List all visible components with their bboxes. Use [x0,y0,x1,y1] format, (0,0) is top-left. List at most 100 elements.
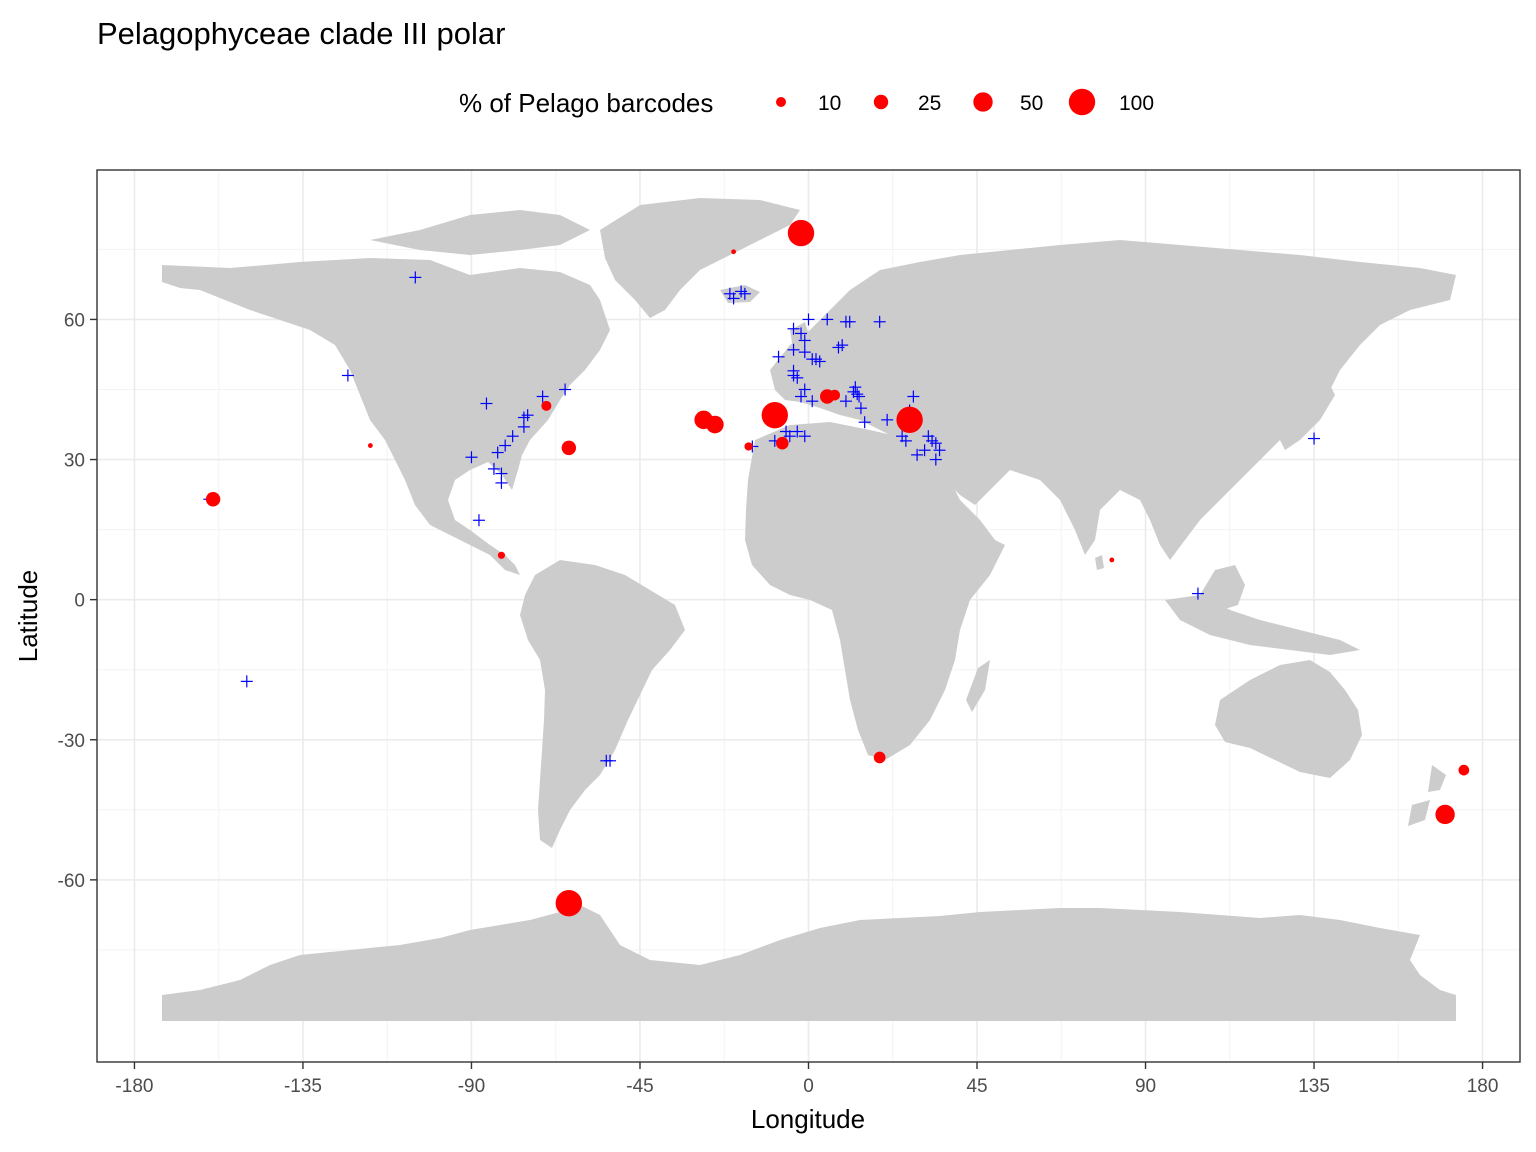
absence-point [933,444,946,457]
absence-point [783,430,796,443]
absence-point [738,287,751,300]
presence-point [497,551,506,559]
absence-point [795,327,808,340]
presence-point [1458,764,1470,776]
land-eurasia [770,240,1456,560]
land-arctic-islands [370,210,590,255]
presence-point [896,406,923,434]
land-antarctica [162,905,1456,1021]
x-tick-label: -135 [284,1076,322,1097]
x-tick-label: -90 [458,1076,485,1097]
land-sri-lanka [1095,555,1104,570]
presence-point [1109,557,1115,563]
absence-point [798,383,811,396]
absence-point [929,453,942,466]
absence-point [821,313,834,326]
presence-point [555,890,583,917]
land-greenland [600,198,800,318]
legend-keys: 10 25 50 100 [776,88,1154,116]
absence-point [465,451,478,464]
x-tick-label: 45 [966,1076,987,1097]
absence-point [495,476,508,489]
y-tick-label: -60 [58,871,85,892]
x-tick-label: -45 [626,1076,653,1097]
presence-point [787,219,815,247]
absence-point [802,313,815,326]
land-borneo [1200,565,1245,612]
absence-point [727,292,740,305]
land-australia [1215,660,1362,778]
y-tick-label: 60 [64,310,85,331]
presence-point [744,442,753,451]
absence-point [798,334,811,347]
absence-point [409,271,422,284]
absence-point [506,430,519,443]
legend-key-label: 10 [818,92,841,115]
presence-point [829,389,841,401]
absence-point [559,383,572,396]
absence-point [849,381,862,394]
absence-point [1308,432,1321,445]
presence-point [367,443,373,448]
absence-point [795,390,808,403]
y-tick-label: 0 [74,591,85,612]
absence-point [772,350,785,363]
land-madagascar [966,660,990,712]
legend-key-label: 50 [1020,92,1043,115]
axes: -180 -135 -90 -45 0 45 90 135 180 -60 -30 0 30 60 [58,310,1499,1097]
y-tick-label: -30 [58,731,85,752]
presence-point [561,440,577,456]
legend-key-label: 100 [1119,92,1154,115]
absence-point [853,390,866,403]
world-landmasses [162,198,1456,1021]
absence-point [843,315,856,328]
absence-point [798,430,811,443]
absence-point [881,413,894,426]
absence-point [791,425,804,438]
y-axis-title: Latitude [13,570,43,663]
absence-point [836,339,849,352]
legend-key-circle [1068,88,1096,116]
x-tick-label: -180 [115,1076,153,1097]
absence-point [854,402,867,415]
absence-point [858,416,871,429]
absence-point [798,346,811,359]
absence-point [521,409,534,422]
absence-point [487,462,500,475]
absence-point [480,397,493,410]
absence-point [491,446,504,459]
presence-point [205,492,221,507]
presence-point [1435,804,1455,825]
x-tick-label: 90 [1135,1076,1156,1097]
land-north-america [162,258,610,575]
absence-point [791,371,804,384]
plot-panel [96,169,1521,1063]
absence-point [806,395,819,408]
presence-markers [205,219,1470,917]
absence-point [813,355,826,368]
absence-point [604,754,617,767]
legend-key-circle [776,97,786,107]
absence-point [873,315,886,328]
absence-point [536,390,549,403]
absence-markers [203,271,1321,767]
x-tick-label: 180 [1467,1076,1499,1097]
absence-point [240,675,253,688]
chart-title: Pelagophyceae clade III polar [97,16,505,51]
land-new-zealand [1428,765,1446,792]
land-africa [745,422,1005,760]
absence-point [341,369,354,382]
land-south-america [520,560,685,848]
absence-point [907,390,920,403]
presence-point [775,436,789,450]
x-tick-label: 0 [803,1076,814,1097]
absence-point [1191,587,1204,600]
presence-point [761,401,788,429]
absence-point [918,444,931,457]
x-axis-title: Longitude [751,1104,865,1134]
absence-point [899,434,912,447]
presence-point [731,249,737,255]
presence-point [706,415,724,434]
absence-point [472,514,485,527]
